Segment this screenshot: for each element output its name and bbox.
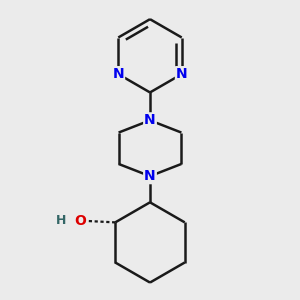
Text: H: H [56, 214, 66, 227]
Text: O: O [74, 214, 86, 228]
Text: N: N [144, 169, 156, 183]
Text: N: N [176, 67, 188, 81]
Text: N: N [112, 67, 124, 81]
Text: N: N [144, 113, 156, 127]
